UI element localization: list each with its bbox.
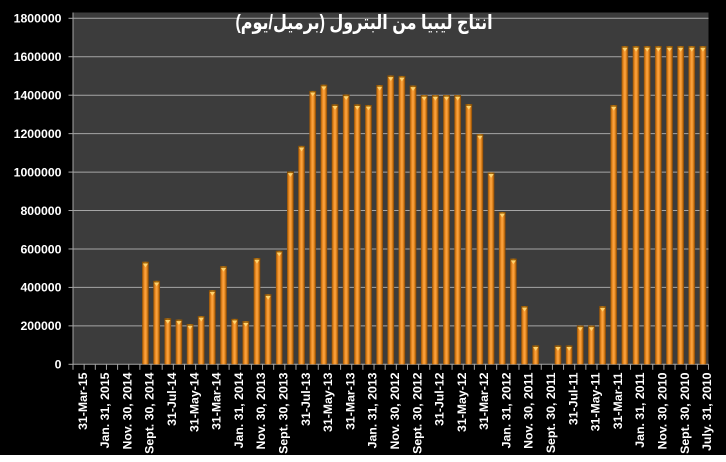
svg-text:Nov. 30, 2014: Nov. 30, 2014	[120, 372, 134, 449]
svg-text:0: 0	[55, 358, 62, 372]
svg-text:1400000: 1400000	[14, 88, 62, 102]
svg-text:Jan. 31, 2015: Jan. 31, 2015	[98, 372, 112, 448]
svg-text:31-Mar-14: 31-Mar-14	[210, 372, 224, 430]
svg-text:31-May-12: 31-May-12	[455, 372, 469, 432]
svg-text:31-Jul-11: 31-Jul-11	[566, 372, 580, 425]
svg-text:Sept. 30, 2012: Sept. 30, 2012	[410, 372, 424, 454]
svg-text:31-Mar-12: 31-Mar-12	[477, 372, 491, 430]
svg-text:Jan. 31, 2013: Jan. 31, 2013	[366, 372, 380, 448]
svg-text:31-Mar-15: 31-Mar-15	[76, 372, 90, 430]
svg-text:800000: 800000	[20, 204, 61, 218]
svg-text:Sept. 30, 2014: Sept. 30, 2014	[143, 372, 157, 454]
svg-text:July. 31, 2010: July. 31, 2010	[700, 372, 714, 451]
svg-text:Nov. 30, 2012: Nov. 30, 2012	[388, 372, 402, 449]
svg-text:Jan. 31, 2011: Jan. 31, 2011	[633, 372, 647, 447]
svg-text:Sept. 30, 2010: Sept. 30, 2010	[678, 372, 692, 454]
svg-text:31-Mar-11: 31-Mar-11	[611, 372, 625, 429]
svg-text:Nov. 30, 2013: Nov. 30, 2013	[254, 372, 268, 449]
svg-text:200000: 200000	[20, 319, 61, 333]
svg-text:Jan. 31, 2014: Jan. 31, 2014	[232, 372, 246, 448]
svg-text:1600000: 1600000	[14, 50, 62, 64]
svg-text:انتاج ليبيا من البترول (برميل/: انتاج ليبيا من البترول (برميل/يوم)	[235, 11, 492, 34]
svg-text:31-Jul-12: 31-Jul-12	[433, 372, 447, 425]
svg-text:Sept. 30, 2011: Sept. 30, 2011	[544, 372, 558, 453]
svg-text:Jan. 31, 2012: Jan. 31, 2012	[499, 372, 513, 448]
svg-text:31-Jul-14: 31-Jul-14	[165, 372, 179, 425]
svg-text:600000: 600000	[20, 242, 61, 256]
svg-text:Sept. 30, 2013: Sept. 30, 2013	[276, 372, 290, 454]
svg-text:1000000: 1000000	[14, 165, 62, 179]
svg-text:31-Mar-13: 31-Mar-13	[343, 372, 357, 430]
svg-text:Nov. 30, 2010: Nov. 30, 2010	[656, 372, 670, 449]
svg-text:Nov. 30, 2011: Nov. 30, 2011	[522, 372, 536, 448]
svg-text:1800000: 1800000	[14, 12, 62, 26]
svg-text:31-May-11: 31-May-11	[589, 372, 603, 431]
svg-text:31-Jul-13: 31-Jul-13	[299, 372, 313, 425]
svg-text:1200000: 1200000	[14, 127, 62, 141]
svg-text:400000: 400000	[20, 281, 61, 295]
svg-text:31-May-13: 31-May-13	[321, 372, 335, 432]
svg-text:31-May-14: 31-May-14	[187, 372, 201, 432]
